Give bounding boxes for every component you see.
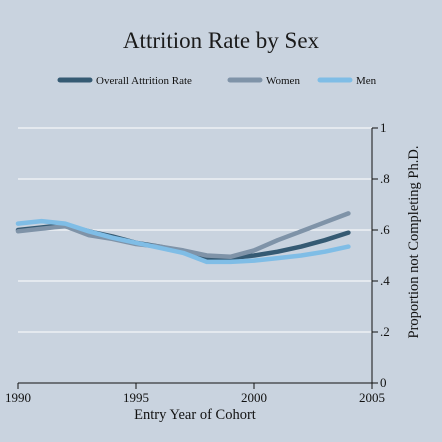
y-tick-label: .6 [380,222,390,237]
y-tick-label: .2 [380,324,390,339]
y-axis-label: Proportion not Completing Ph.D. [406,146,422,339]
y-tick-label: .4 [380,273,390,288]
series-line [15,218,351,265]
y-tick-label: .8 [380,171,390,186]
x-tick-label: 2000 [241,390,267,405]
x-axis-label: Entry Year of Cohort [134,407,256,423]
x-tick-label: 1995 [123,390,149,405]
legend: Overall Attrition Rate Women Men [57,75,377,87]
chart-title: Attrition Rate by Sex [123,28,320,53]
legend-label: Men [356,75,377,87]
axes: 0 .2 .4 .6 .8 1 1990 1995 2000 2005 [5,120,390,405]
legend-label: Women [266,75,300,87]
y-tick-label: 1 [380,120,387,135]
x-tick-label: 2005 [359,390,385,405]
plot-area [15,211,351,265]
legend-label: Overall Attrition Rate [96,75,192,87]
series-line [15,211,351,260]
y-tick-label: 0 [380,375,387,390]
x-tick-label: 1990 [5,390,31,405]
